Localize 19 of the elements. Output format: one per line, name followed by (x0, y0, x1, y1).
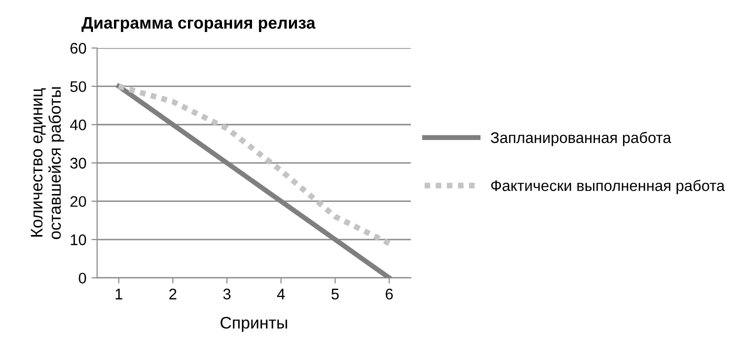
x-tick-label: 1 (116, 288, 122, 300)
y-tick-label: 20 (70, 196, 86, 207)
x-axis-title: Спринты (220, 316, 288, 332)
x-tick-label: 2 (169, 288, 176, 300)
line-series (116, 84, 392, 278)
legend-label: Фактически выполненная работа (491, 180, 725, 194)
legend-label: Запланированная работа (490, 132, 672, 146)
y-tick-label: 60 (70, 42, 86, 54)
x-tick-label: 3 (223, 288, 231, 300)
x-tick-label: 5 (331, 288, 339, 300)
y-axis-title: Количество единиц оставшейся работы (30, 87, 64, 240)
y-tick-label: 40 (70, 119, 86, 130)
x-tick-label: 4 (277, 288, 285, 300)
y-tick-label: 30 (70, 158, 86, 169)
x-tick-label: 6 (386, 288, 393, 300)
y-tick-label: 0 (78, 272, 86, 284)
chart-title: Диаграмма сгорания релиза (82, 17, 316, 32)
y-tick-label: 50 (70, 81, 86, 92)
y-tick-label: 10 (70, 234, 86, 246)
